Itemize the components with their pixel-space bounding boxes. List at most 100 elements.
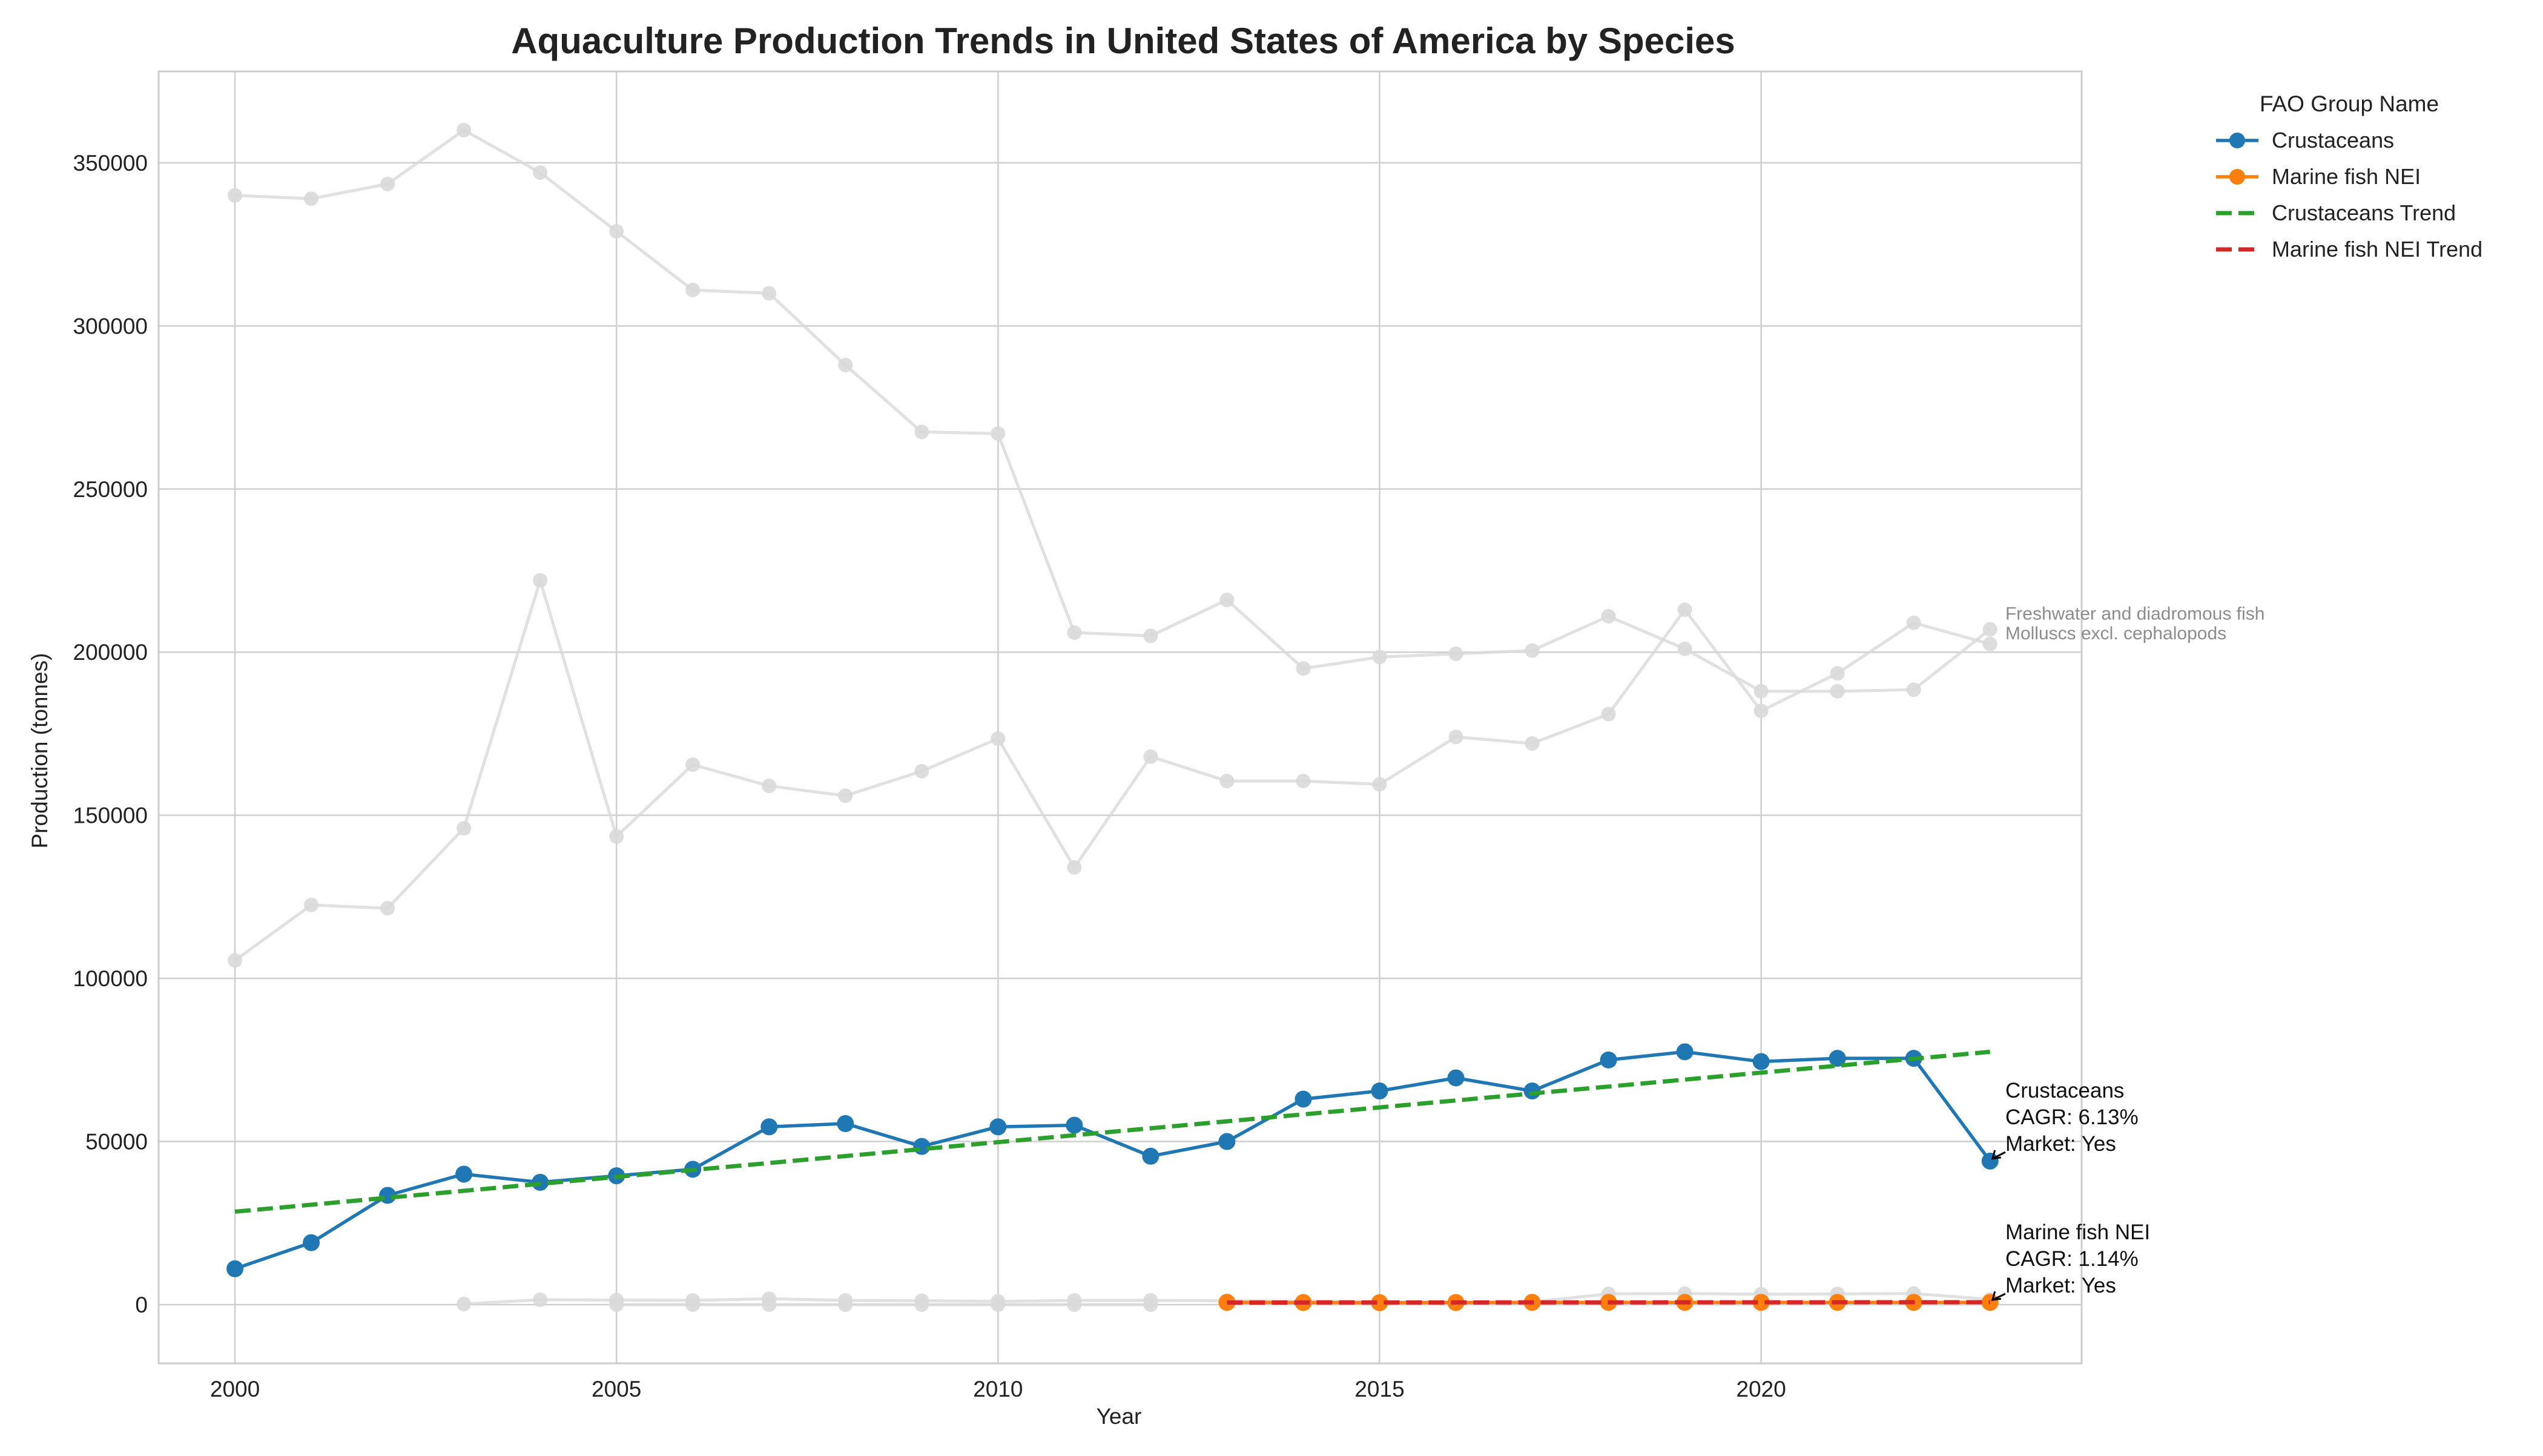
background-point [1296,661,1311,676]
background-point [838,358,853,372]
data-point [913,1138,931,1155]
background-point [914,763,929,779]
background-series-label: Freshwater and diadromous fish [2005,604,2265,624]
background-point [914,424,929,440]
trend-line [1227,1300,1990,1305]
background-point [1296,774,1311,789]
chart-title: Aquaculture Production Trends in United … [511,21,1735,61]
background-point [380,901,395,916]
background-point [838,788,853,803]
data-point [226,1260,244,1277]
background-point [1830,666,1845,681]
data-point [1371,1294,1388,1311]
data-point [760,1118,778,1136]
background-point [1525,736,1540,751]
annotation-arrowhead [1991,1150,2001,1160]
background-point [533,165,548,180]
data-point [1447,1069,1465,1087]
y-tick-label: 200000 [73,640,148,665]
data-point [1981,1152,1999,1170]
annotation-text: CAGR: 6.13% [2005,1105,2139,1129]
background-point [533,1292,548,1307]
background-point [1982,622,1997,637]
background-point [1219,774,1235,789]
data-point [455,1165,473,1183]
background-point [1067,860,1082,875]
background-point [228,188,243,203]
data-point [1752,1053,1770,1070]
background-point [609,829,624,844]
plot-frame [157,70,2083,1365]
background-point [609,224,624,239]
background-point [685,283,701,298]
background-point [1219,593,1235,607]
trend-line [234,1049,1991,1214]
data-point [837,1115,854,1132]
data-point [989,1118,1007,1136]
y-tick-label: 100000 [73,966,148,991]
series-line [234,1050,1992,1271]
background-point [304,897,319,912]
data-point [303,1234,320,1251]
background-point [1372,777,1387,792]
plot-area: 2000 2005 2010 2015 2020 0 50000 100000 150000 20… [73,70,2265,1402]
background-point [1067,625,1082,640]
data-point [1371,1082,1388,1100]
legend-marker [2229,169,2245,185]
x-axis-label: Year [1097,1404,1142,1429]
y-axis-label: Production (tonnes) [27,653,52,849]
data-point [1295,1090,1312,1108]
background-series-label: Molluscs excl. cephalopods [2005,624,2226,644]
x-tick-label: 2015 [1354,1377,1404,1402]
data-point [1142,1147,1159,1165]
annotation-arrowhead [1991,1291,2001,1302]
background-point [1601,608,1616,624]
y-tick-label: 50000 [85,1130,148,1155]
background-point [1906,682,1921,697]
background-point [1143,1297,1158,1312]
background-point [457,1296,472,1311]
background-point [1906,615,1921,630]
background-point [1830,684,1845,699]
x-tick-label: 2010 [973,1377,1023,1402]
background-point [685,1297,701,1312]
background-point [1982,636,1997,651]
annotation-text: Crustaceans [2005,1079,2124,1102]
background-point [762,286,777,301]
background-point [838,1297,853,1312]
legend-entry-label: Marine fish NEI Trend [2272,237,2482,262]
legend-marker [2229,133,2245,148]
data-point [1600,1051,1617,1069]
background-point [228,953,243,968]
background-point [991,731,1006,746]
background-point [991,426,1006,441]
background-point [609,1297,624,1312]
legend-entry-label: Marine fish NEI [2272,164,2421,189]
annotation-text: Marine fish NEI [2005,1220,2150,1244]
y-tick-label: 300000 [73,314,148,338]
background-point [762,779,777,794]
background-series-line [234,128,1991,693]
background-point [1448,646,1463,661]
background-point [380,176,395,191]
background-point [1143,628,1158,644]
annotation-text: CAGR: 1.14% [2005,1247,2139,1271]
background-series-line [234,575,1991,962]
data-point [1066,1116,1083,1134]
background-point [1753,684,1769,699]
annotation-text: Market: Yes [2005,1132,2116,1156]
y-tick-label: 250000 [73,477,148,502]
background-point [533,573,548,588]
background-point [1677,641,1692,656]
background-point [991,1297,1006,1312]
background-point [762,1297,777,1312]
x-tick-label: 2020 [1737,1377,1786,1402]
x-tick-label: 2000 [210,1377,260,1402]
y-tick-label: 150000 [73,803,148,828]
background-point [1448,730,1463,745]
x-tick-label: 2005 [592,1377,641,1402]
y-tick-label: 350000 [73,151,148,176]
